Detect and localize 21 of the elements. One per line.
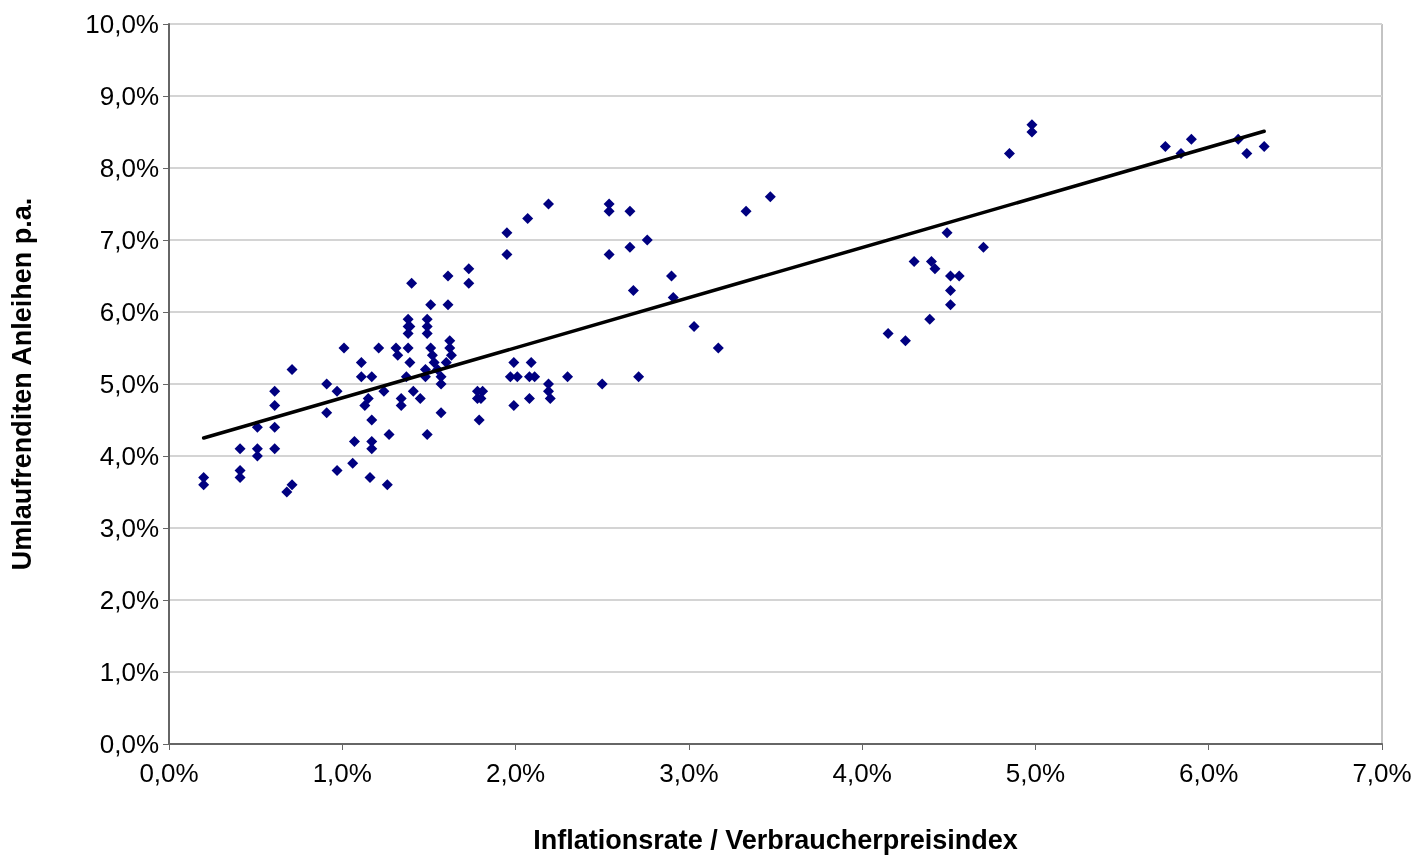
x-tick-label: 4,0%: [832, 758, 892, 788]
y-tick-label: 1,0%: [99, 657, 159, 687]
y-axis-title: Umlaufrenditen Anleihen p.a.: [6, 197, 37, 571]
y-tick-label: 6,0%: [99, 297, 159, 327]
y-tick-label: 9,0%: [99, 81, 159, 111]
y-tick-label: 2,0%: [99, 585, 159, 615]
y-tick-label: 8,0%: [99, 153, 159, 183]
x-tick-label: 7,0%: [1352, 758, 1412, 788]
x-tick-label: 0,0%: [139, 758, 199, 788]
y-tick-label: 3,0%: [99, 513, 159, 543]
x-tick-label: 3,0%: [659, 758, 719, 788]
x-tick-label: 2,0%: [485, 758, 546, 788]
y-tick-label: 4,0%: [99, 441, 159, 471]
x-tick-label: 6,0%: [1179, 758, 1239, 788]
y-tick-label: 10,0%: [85, 9, 159, 39]
y-tick-label: 0,0%: [99, 729, 159, 759]
y-tick-label: 5,0%: [99, 369, 159, 399]
x-tick-label: 1,0%: [312, 758, 372, 788]
x-tick-label: 5,0%: [1005, 758, 1066, 788]
y-tick-label: 7,0%: [99, 225, 159, 255]
x-axis-title: Inflationsrate / Verbraucherpreisindex: [533, 824, 1018, 855]
